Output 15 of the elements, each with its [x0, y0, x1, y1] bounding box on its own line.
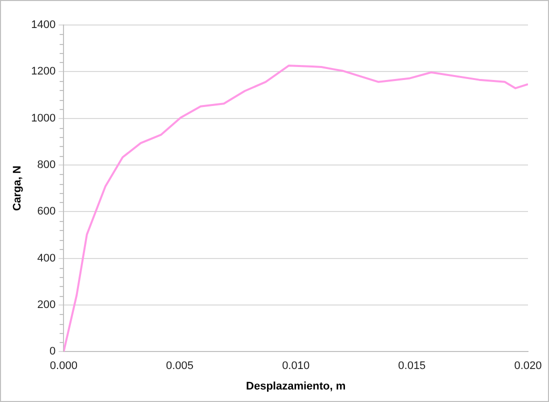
y-tick-label: 1200 [31, 66, 56, 78]
y-tick-label: 1000 [31, 112, 56, 124]
y-tick-label: 800 [37, 159, 56, 172]
y-axis-title: Carga, N [12, 166, 24, 211]
x-tick-label: 0.020 [514, 360, 542, 372]
y-tick-label: 600 [37, 206, 56, 218]
x-axis-title: Desplazamiento, m [246, 380, 346, 392]
x-tick-label: 0.000 [50, 360, 78, 372]
x-tick-label: 0.005 [166, 360, 194, 372]
y-tick-label: 0 [50, 346, 56, 358]
y-tick-label: 400 [37, 252, 56, 264]
x-tick-label: 0.015 [398, 360, 426, 372]
y-tick-label: 1400 [31, 19, 56, 32]
y-tick-label: 200 [37, 298, 56, 311]
x-tick-label: 0.010 [282, 360, 310, 372]
